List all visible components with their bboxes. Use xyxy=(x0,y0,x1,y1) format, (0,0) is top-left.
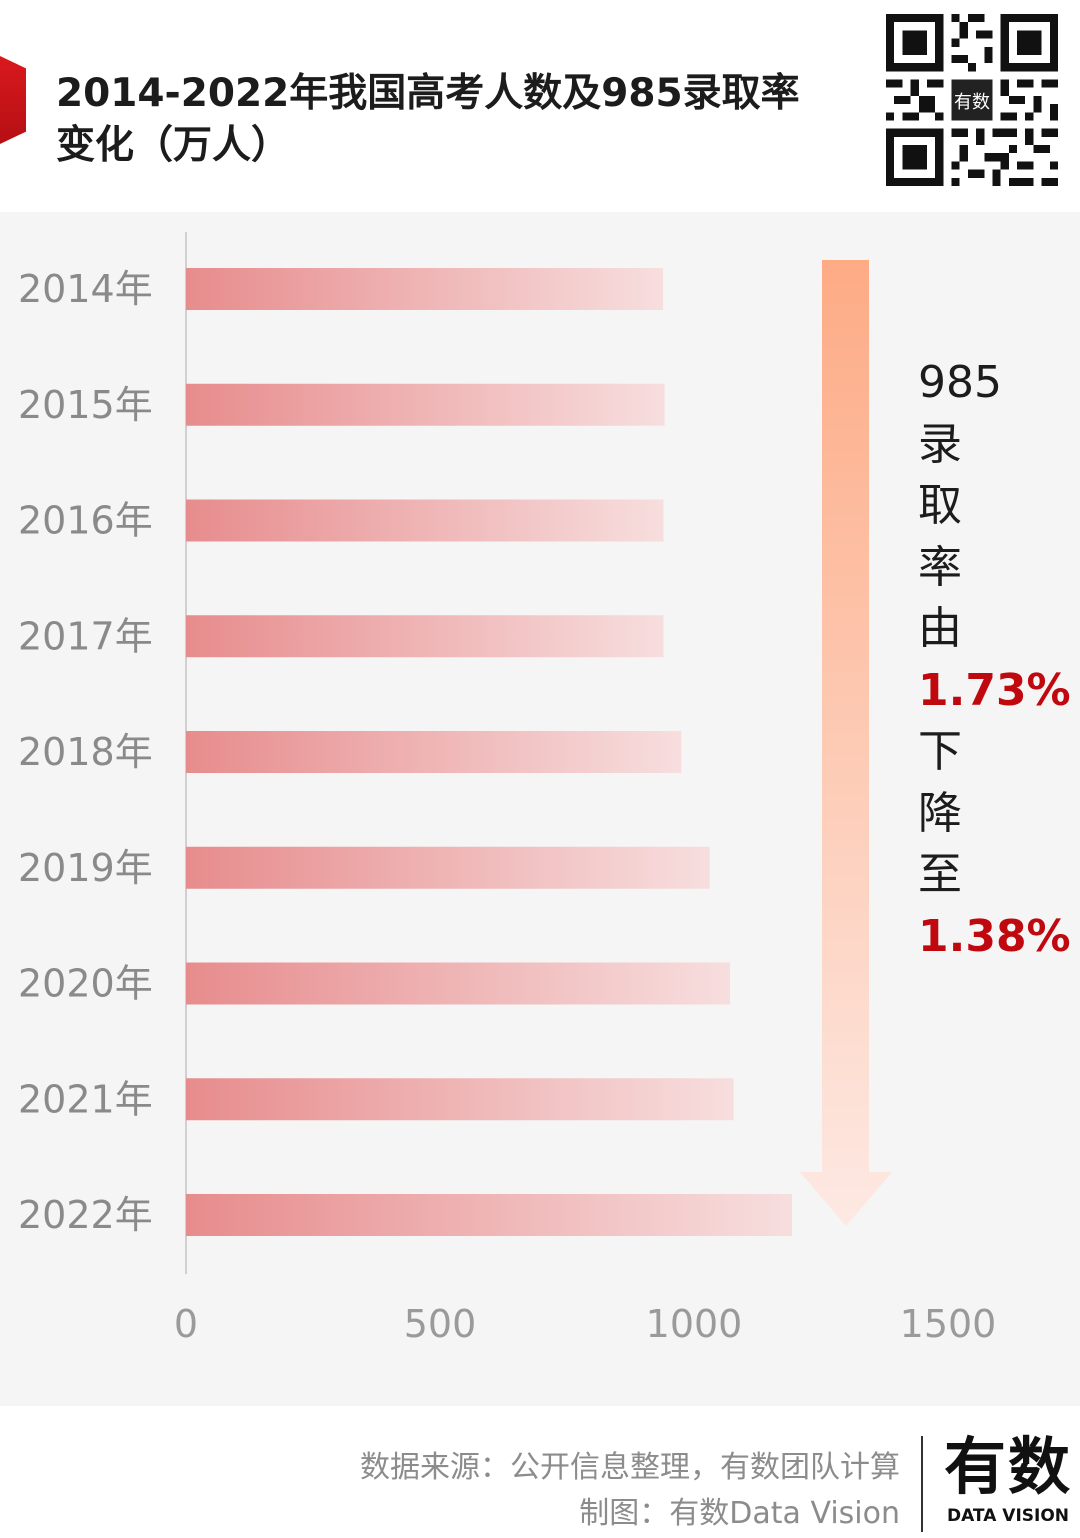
annotation-line: 率 xyxy=(918,541,962,593)
bar xyxy=(186,1078,734,1121)
bars-layer xyxy=(186,268,793,1236)
annotation-line: 下 xyxy=(918,726,962,777)
annotation-line: 至 xyxy=(918,849,962,900)
x-tick-label: 500 xyxy=(404,1302,477,1346)
down-arrow-icon xyxy=(800,260,892,1226)
bar xyxy=(186,731,682,773)
annotation-line: 985 xyxy=(918,357,1002,408)
bar-chart: 2014年 2015年 2016年 2017年 2018年 2019年 2020年 2021年… xyxy=(18,232,996,1346)
brand-logo: 有数 xyxy=(943,1430,1072,1503)
bar xyxy=(186,615,664,658)
title-accent-tab xyxy=(0,56,26,144)
x-tick-label: 0 xyxy=(174,1302,198,1346)
y-tick-label: 2014年 xyxy=(18,267,153,311)
y-tick-label: 2021年 xyxy=(18,1077,153,1121)
bar xyxy=(186,846,710,889)
x-tick-label: 1000 xyxy=(646,1302,743,1346)
x-tick-labels: 0 500 1000 1500 xyxy=(174,1302,996,1346)
annotation-line: 取 xyxy=(918,480,962,531)
rate-annotation: 985 录 取 率 由 1.73% 下 降 至 1.38% xyxy=(918,352,1071,967)
annotation-line: 由 xyxy=(918,603,962,654)
svg-text:有数: 有数 xyxy=(954,92,990,113)
y-tick-label: 2022年 xyxy=(18,1193,153,1237)
footer: 数据来源：公开信息整理，有数团队计算 制图：有数Data Vision 有数 D… xyxy=(0,1406,1080,1538)
qr-code-icon[interactable]: 有数 xyxy=(886,14,1058,186)
y-tick-label: 2016年 xyxy=(18,499,153,543)
annotation-rate-start: 1.73% xyxy=(918,664,1071,716)
brand-logo-subtitle: DATA VISION xyxy=(946,1506,1070,1526)
annotation-line: 录 xyxy=(918,418,962,470)
bar xyxy=(186,962,731,1005)
y-tick-label: 2018年 xyxy=(18,730,153,774)
y-tick-label: 2017年 xyxy=(18,614,153,658)
source-text: 数据来源：公开信息整理，有数团队计算 xyxy=(360,1450,900,1485)
header: 2014-2022年我国高考人数及985录取率变化（万人） 有数 xyxy=(0,0,1080,212)
y-tick-label: 2019年 xyxy=(18,846,153,890)
bar xyxy=(186,383,665,426)
bar xyxy=(186,268,664,310)
bar xyxy=(186,499,664,542)
annotation-line: 降 xyxy=(918,787,962,839)
y-tick-labels: 2014年 2015年 2016年 2017年 2018年 2019年 2020年 2021年… xyxy=(18,267,153,1237)
footer-divider xyxy=(921,1436,923,1532)
maker-text: 制图：有数Data Vision xyxy=(579,1496,900,1531)
chart-title: 2014-2022年我国高考人数及985录取率变化（万人） xyxy=(56,71,800,168)
bar xyxy=(186,1194,793,1236)
x-tick-label: 1500 xyxy=(900,1302,997,1346)
y-tick-label: 2020年 xyxy=(18,962,153,1006)
y-tick-label: 2015年 xyxy=(18,383,153,427)
annotation-rate-end: 1.38% xyxy=(918,910,1071,962)
